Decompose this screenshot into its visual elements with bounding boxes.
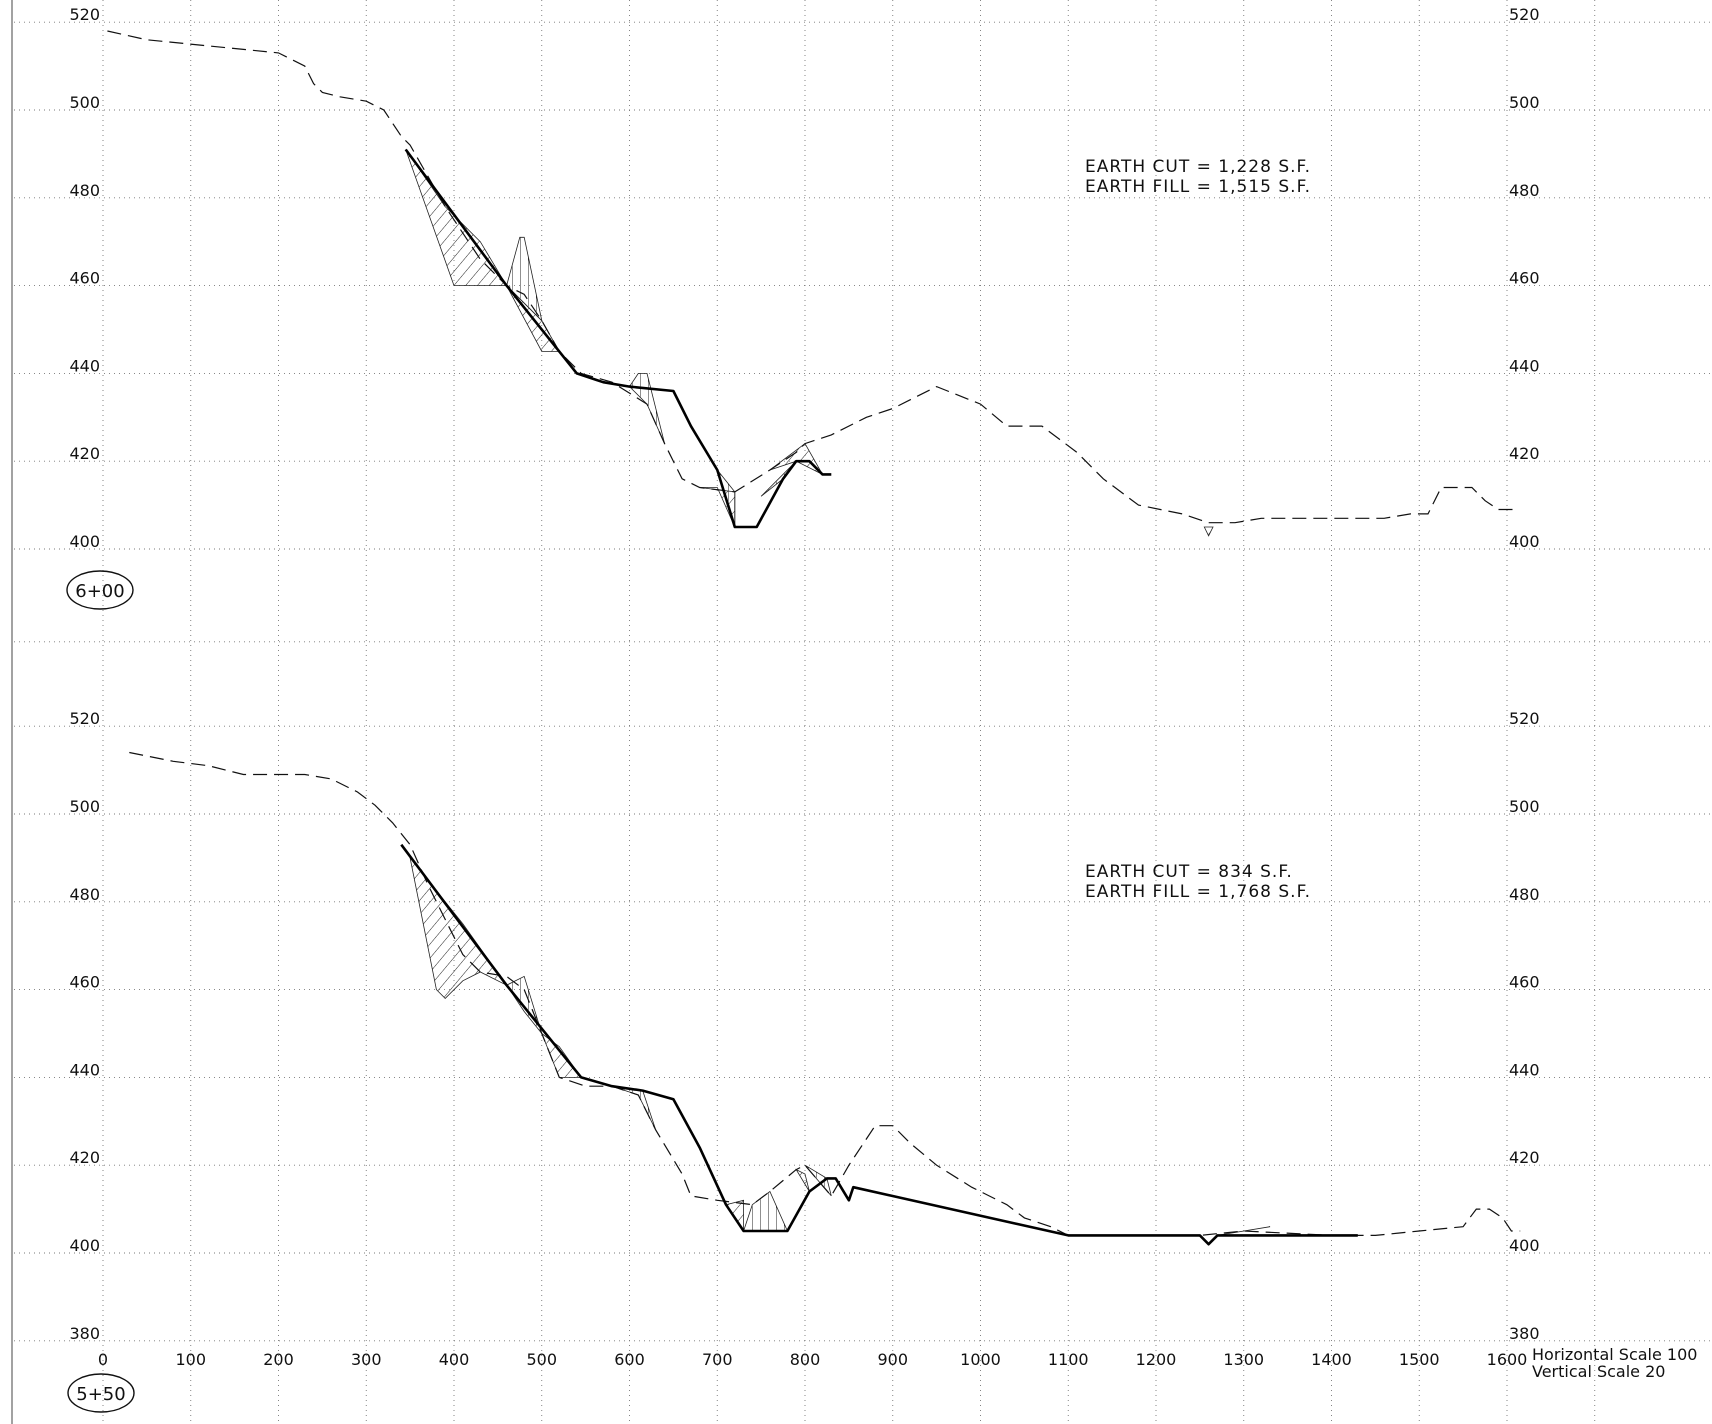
elevation-tick-left: 520 <box>69 709 100 728</box>
cut-hatch-area <box>409 857 507 999</box>
elevation-tick-right: 500 <box>1509 93 1540 112</box>
cut-hatch-area <box>769 443 824 476</box>
existing-ground-line <box>107 30 1516 524</box>
station-bubble-5-50: 5+50 <box>67 1373 135 1413</box>
elevation-tick-right: 520 <box>1509 5 1540 24</box>
earth-cut-note-6-00: EARTH CUT = 1,228 S.F. <box>1085 157 1311 177</box>
elevation-tick-left: 500 <box>69 797 100 816</box>
elevation-tick-right: 480 <box>1509 181 1540 200</box>
elevation-tick-right: 440 <box>1509 1060 1540 1079</box>
elevation-tick-left: 440 <box>69 1060 100 1079</box>
earth-fill-note-5-50: EARTH FILL = 1,768 S.F. <box>1085 882 1311 902</box>
elevation-tick-left: 400 <box>69 1236 100 1255</box>
grid <box>102 0 1596 1424</box>
vertical-scale-note: Vertical Scale 20 <box>1532 1362 1665 1381</box>
charts: 520 520 500 500 480 480 460 460 440 440 420 420 400 4… <box>14 5 1712 1369</box>
earth-cut-note-5-50: EARTH CUT = 834 S.F. <box>1085 862 1293 882</box>
horizontal-scale-note: Horizontal Scale 100 <box>1532 1345 1697 1364</box>
fill-hatch-area <box>628 372 665 444</box>
elevation-tick-right: 400 <box>1509 532 1540 551</box>
proposed-grade-line <box>400 843 1358 1246</box>
elevation-tick-left: 480 <box>69 181 100 200</box>
offset-tick-label: 600 <box>614 1350 645 1369</box>
elevation-tick-right: 460 <box>1509 973 1540 992</box>
offset-tick-label: 700 <box>702 1350 733 1369</box>
elevation-tick-left: 440 <box>69 356 100 375</box>
station-label-6-00: 6+00 <box>75 581 124 602</box>
offset-tick-label: 100 <box>175 1350 206 1369</box>
offset-tick-label: 1400 <box>1311 1350 1352 1369</box>
elevation-tick-left: 520 <box>69 5 100 24</box>
cross-section-6-00: 520 520 500 500 480 480 460 460 440 440 420 420 400 4… <box>14 5 1712 643</box>
fill-hatch-area <box>743 1190 789 1232</box>
elevation-tick-right: 420 <box>1509 444 1540 463</box>
elevation-tick-left: 420 <box>69 444 100 463</box>
fill-hatch-area <box>1217 1226 1271 1236</box>
elevation-tick-left: 460 <box>69 973 100 992</box>
elevation-tick-left: 420 <box>69 1148 100 1167</box>
offset-tick-label: 800 <box>790 1350 821 1369</box>
offset-tick-label: 900 <box>877 1350 908 1369</box>
offset-tick-label: 1500 <box>1399 1350 1440 1369</box>
elevation-tick-right: 480 <box>1509 885 1540 904</box>
offset-tick-label: 0 <box>98 1350 108 1369</box>
cross-section-5-50: 520 520 500 500 480 480 460 460 440 440 420 420 400 4… <box>14 709 1712 1369</box>
existing-ground-line <box>129 751 1521 1237</box>
elevation-tick-right: 440 <box>1509 356 1540 375</box>
station-label-5-50: 5+50 <box>76 1384 125 1405</box>
elevation-tick-right: 420 <box>1509 1148 1540 1167</box>
offset-tick-label: 300 <box>351 1350 382 1369</box>
offset-tick-label: 400 <box>439 1350 470 1369</box>
offset-tick-label: 1600 <box>1487 1350 1528 1369</box>
elevation-tick-left: 480 <box>69 885 100 904</box>
station-bubble-6-00: 6+00 <box>66 570 134 610</box>
offset-tick-label: 500 <box>526 1350 557 1369</box>
elevation-tick-right: 400 <box>1509 1236 1540 1255</box>
elevation-tick-right: 520 <box>1509 709 1540 728</box>
offset-tick-label: 200 <box>263 1350 294 1369</box>
offset-tick-label: 1000 <box>960 1350 1001 1369</box>
elevation-tick-left: 380 <box>69 1324 100 1343</box>
elevation-tick-right: 380 <box>1509 1324 1540 1343</box>
elevation-tick-left: 500 <box>69 93 100 112</box>
proposed-grade-line <box>404 148 832 529</box>
elevation-tick-right: 460 <box>1509 269 1540 288</box>
cut-hatch-area <box>1203 526 1214 537</box>
offset-tick-label: 1100 <box>1048 1350 1089 1369</box>
fill-hatch-area <box>506 236 543 322</box>
elevation-tick-right: 500 <box>1509 797 1540 816</box>
cut-hatch-area <box>795 1168 810 1192</box>
offset-tick-label: 1300 <box>1223 1350 1264 1369</box>
offset-tick-label: 1200 <box>1136 1350 1177 1369</box>
elevation-tick-left: 460 <box>69 269 100 288</box>
earth-fill-note-6-00: EARTH FILL = 1,515 S.F. <box>1085 177 1311 197</box>
elevation-tick-left: 400 <box>69 532 100 551</box>
